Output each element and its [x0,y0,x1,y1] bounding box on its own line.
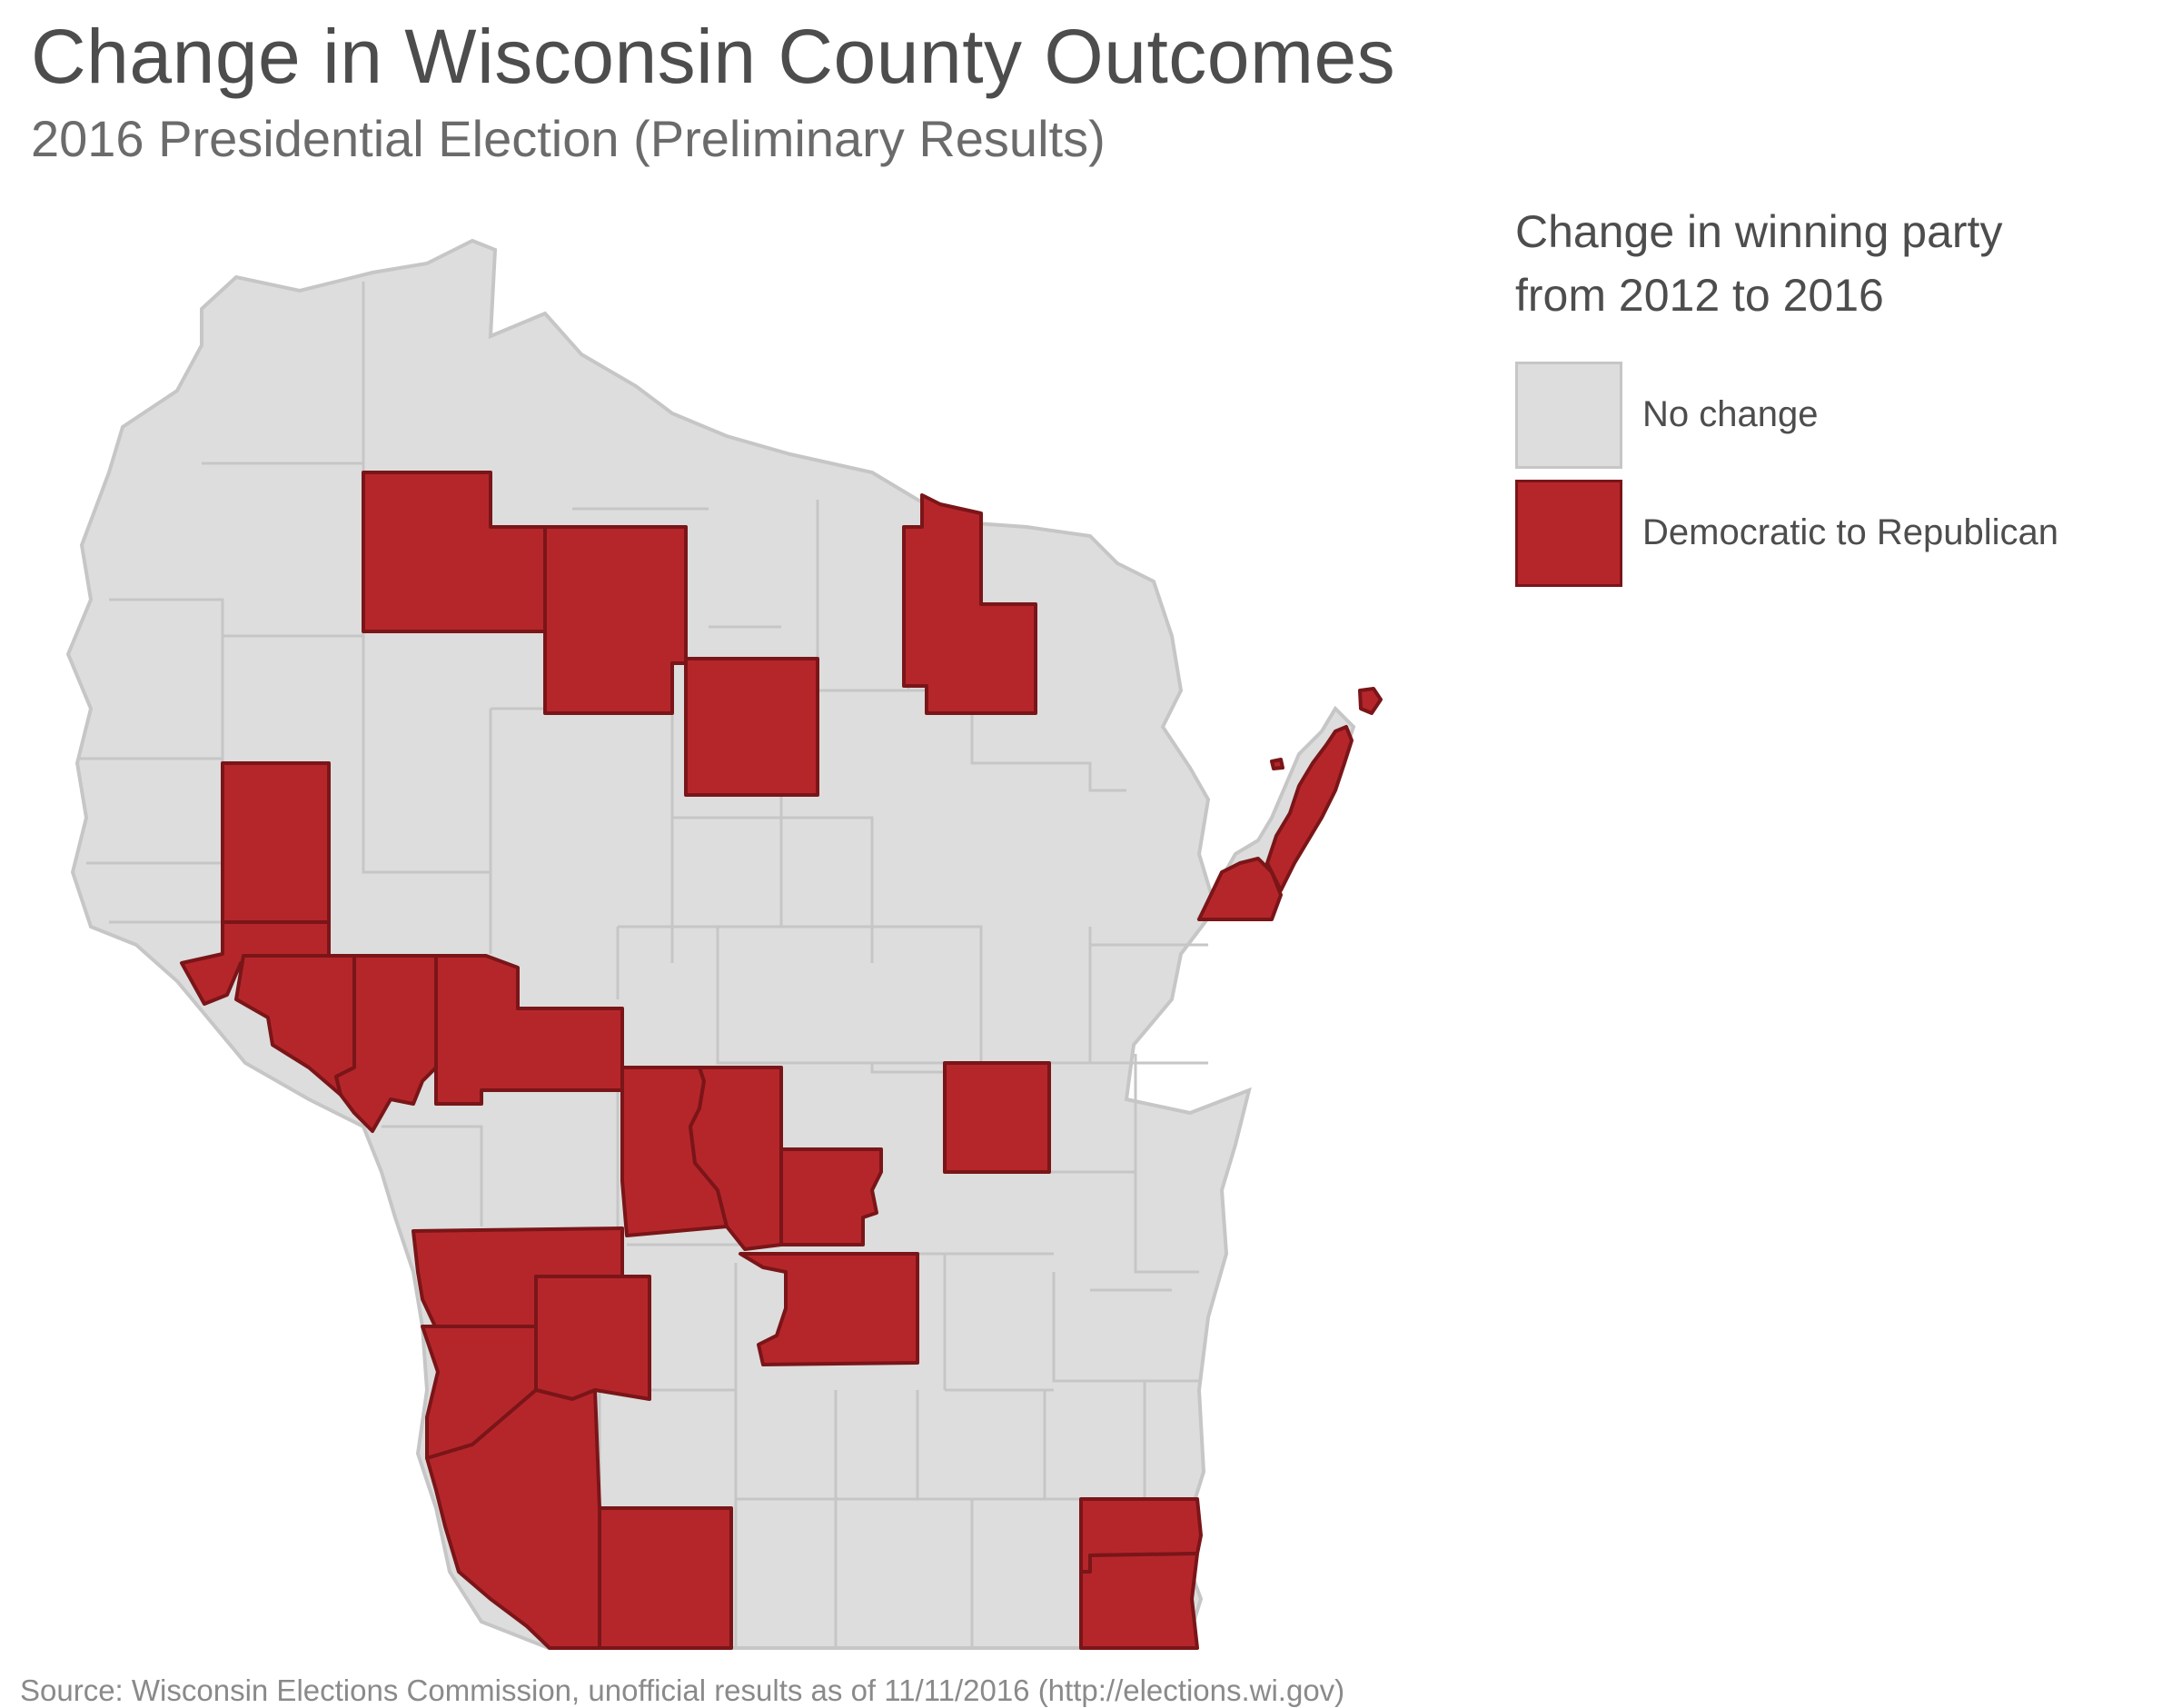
legend: Change in winning party from 2012 to 201… [1515,200,2106,598]
county-flip-washington-island [1358,687,1383,715]
county-flip-north-3 [684,657,819,797]
county-flip-north-2 [543,525,688,715]
county-flip-central-3 [779,1147,883,1246]
county-flip-door [1265,725,1354,892]
legend-swatch-dem-to-rep [1515,480,1622,587]
legend-item-no-change: No change [1515,362,2106,480]
county-flip-door-kewaunee [1197,857,1283,921]
map-subtitle: 2016 Presidential Election (Preliminary … [31,110,1106,167]
flipped-counties [180,471,1383,1650]
legend-item-dem-to-rep: Democratic to Republican [1515,480,2106,598]
county-flip-southeast-2 [1079,1552,1199,1650]
county-flip-west-5 [434,954,624,1106]
county-flip-west-2 [180,920,331,1006]
legend-swatch-no-change [1515,362,1622,469]
county-flip-southwest-2 [534,1275,651,1401]
county-flip-northeast [902,493,1037,715]
county-flip-southcentral [739,1252,919,1366]
county-flip-small-island [1270,758,1284,770]
legend-label-no-change: No change [1642,394,1819,434]
map-title: Change in Wisconsin County Outcomes [31,14,1396,99]
county-flip-central-4 [943,1061,1051,1174]
county-flip-south-1 [598,1506,733,1650]
legend-title: Change in winning party from 2012 to 201… [1515,206,2003,321]
county-flip-west-1 [221,761,331,924]
source-note: Source: Wisconsin Elections Commission, … [20,1673,1345,1707]
legend-label-dem-to-rep: Democratic to Republican [1642,512,2058,552]
